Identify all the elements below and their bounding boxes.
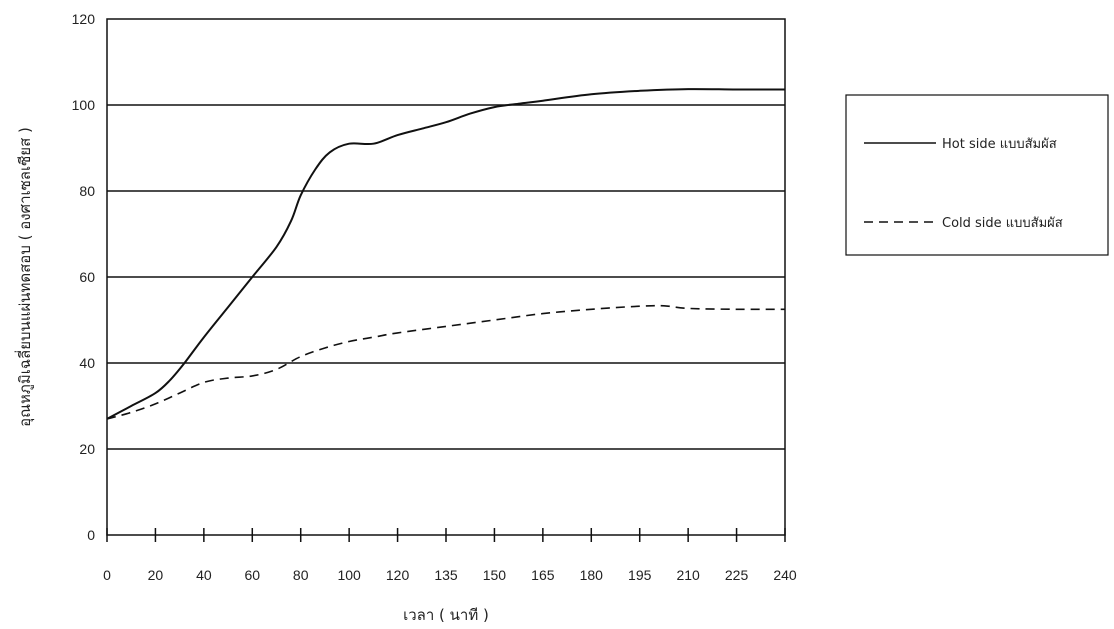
series-lines xyxy=(106,88,786,420)
y-tick-label: 100 xyxy=(72,97,96,113)
plot-area: 0 20 40 60 80 100 120 0 20 40 60 80 100 120 135 150 165… xyxy=(72,11,797,583)
x-tick-label: 135 xyxy=(434,567,458,583)
series-line-cold-side xyxy=(106,304,786,420)
x-tick-label: 195 xyxy=(628,567,652,583)
y-tick-label: 80 xyxy=(79,183,95,199)
series-line-hot-side xyxy=(106,88,786,420)
y-axis-title: อุณหภูมิเฉลี่ยบนแผ่นทดสอบ ( องศาเซลเซียส… xyxy=(14,127,35,427)
x-tick-label: 210 xyxy=(676,567,700,583)
x-axis-title: เวลา ( นาที ) xyxy=(403,606,489,624)
x-tick-label: 165 xyxy=(531,567,555,583)
x-tick-label: 80 xyxy=(293,567,309,583)
x-tick-label: 120 xyxy=(386,567,410,583)
x-tick-label: 60 xyxy=(244,567,260,583)
y-tick-label: 120 xyxy=(72,11,96,27)
x-tick-label: 225 xyxy=(725,567,749,583)
legend-label-cold-side: Cold side แบบสัมผัส xyxy=(942,216,1063,231)
x-tick-label: 0 xyxy=(103,567,111,583)
y-tick-label: 40 xyxy=(79,355,95,371)
x-tick-label: 40 xyxy=(196,567,212,583)
x-tick-label: 240 xyxy=(773,567,797,583)
x-tick-label: 180 xyxy=(580,567,604,583)
y-tick-label: 0 xyxy=(87,527,95,543)
x-tick-label: 150 xyxy=(483,567,507,583)
legend: Hot side แบบสัมผัส Cold side แบบสัมผัส xyxy=(845,94,1109,256)
x-tick-label: 100 xyxy=(337,567,361,583)
y-tick-label: 20 xyxy=(79,441,95,457)
gridlines xyxy=(107,104,785,450)
x-tick-label: 20 xyxy=(148,567,164,583)
legend-label-hot-side: Hot side แบบสัมผัส xyxy=(942,137,1057,152)
legend-box xyxy=(845,94,1109,256)
x-axis-ticks: 0 20 40 60 80 100 120 135 150 165 180 195 210 225 240 xyxy=(103,528,797,583)
y-tick-label: 60 xyxy=(79,269,95,285)
y-axis-ticks: 0 20 40 60 80 100 120 xyxy=(72,11,96,543)
